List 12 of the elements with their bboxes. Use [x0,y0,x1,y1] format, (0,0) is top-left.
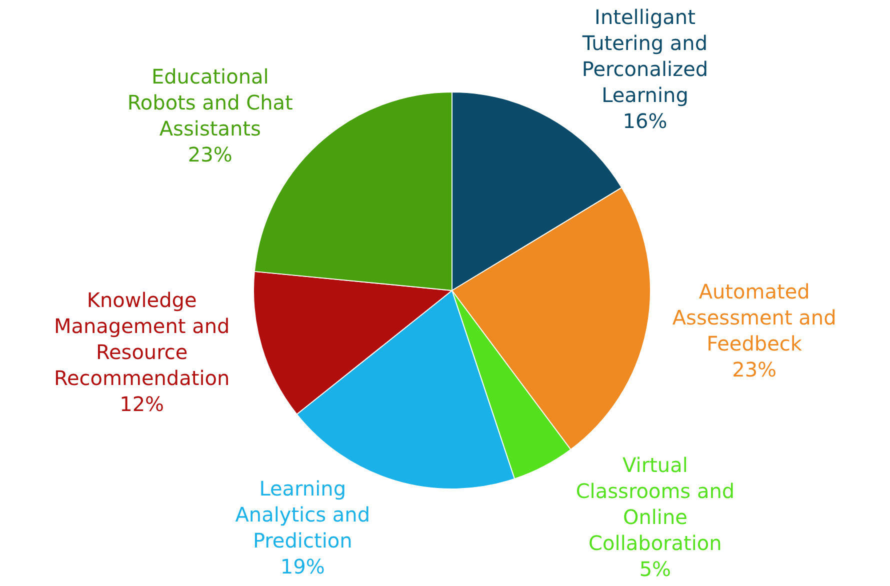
slice-label: Intelligant Tutering and Perconalized Learning [581,4,708,107]
slice-label: Virtual Classrooms and Online Collaboration [576,452,735,555]
data-label: 23% [188,142,232,167]
data-label: 23% [732,357,777,382]
slice-label: Learning Analytics and Prediction [235,476,370,553]
data-label: 12% [120,392,164,416]
data-label: 5% [639,556,672,581]
slice-label: Knowledge Management and Resource Recommendation [54,288,230,390]
data-label: 16% [622,108,668,133]
slice-label: Automated Assessment and Feedbeck [672,279,836,356]
data-label: 19% [280,554,325,579]
slice-label: Educational Robots and Chat Assistants [127,64,294,141]
